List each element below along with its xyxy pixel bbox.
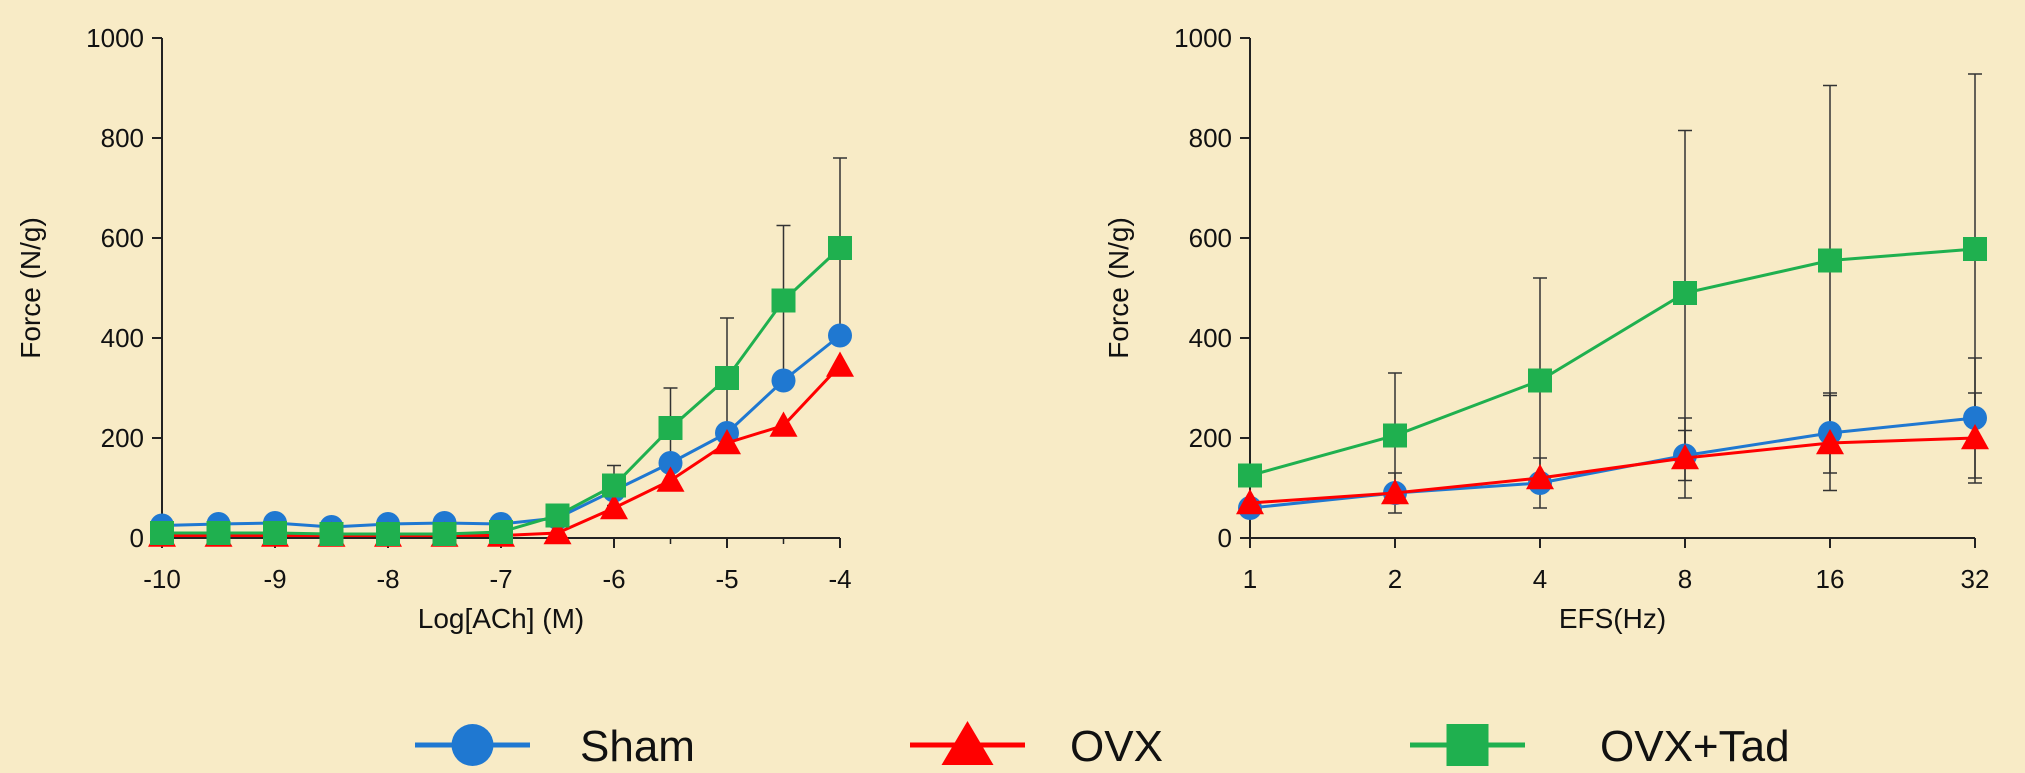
panel-efs-response: 0 200 400 600 800 1000 1 2 4 8 16 32 EFS(Hz) Force (N… [1103, 23, 1989, 634]
legend-marker-sham [451, 724, 494, 766]
x-tick-label: -7 [489, 564, 512, 594]
series-line-ovx-tad [162, 246, 842, 536]
data-point-ovx-tad [1673, 281, 1697, 305]
x-tick-label: -6 [602, 564, 625, 594]
data-point-ovx [1961, 424, 1989, 450]
y-tick-label: 1000 [86, 23, 144, 53]
y-tick-label: 0 [1218, 523, 1232, 553]
y-tick-label: 600 [101, 223, 144, 253]
y-tick-label: 1000 [1174, 23, 1232, 53]
y-tick-label: 800 [101, 123, 144, 153]
data-point-ovx [600, 494, 628, 520]
data-point-ovx-tad [1383, 423, 1407, 448]
x-tick-label: -8 [376, 564, 399, 594]
data-point-ovx-tad [1238, 463, 1262, 488]
data-point-ovx [1671, 444, 1699, 470]
data-point-sham [1963, 406, 1987, 430]
legend-label-ovx-tad: OVX+Tad [1600, 722, 1790, 768]
series-line-ovx [1249, 436, 1976, 505]
x-tick-label: -4 [828, 564, 851, 594]
data-point-ovx [769, 411, 798, 437]
data-point-ovx-tad [150, 521, 174, 545]
data-point-ovx-tad [376, 522, 400, 546]
data-point-ovx-tad [432, 522, 457, 546]
data-point-ovx [543, 519, 572, 545]
data-point-ovx [826, 351, 854, 377]
x-tick-label: -5 [715, 564, 738, 594]
y-tick-label: 800 [1189, 123, 1232, 153]
panel-ach-response: 0 200 400 600 800 1000 -10 -9 -8 -7 -6 -5 -4 Log[ACh]… [15, 23, 854, 634]
data-point-ovx-tad [658, 416, 683, 440]
x-tick-label: -10 [143, 564, 181, 594]
y-axis-title: Force (N/g) [1103, 217, 1134, 359]
y-tick-label: 200 [101, 423, 144, 453]
data-point-ovx-tad [828, 236, 852, 260]
legend-label-sham: Sham [580, 722, 695, 768]
y-tick-label: 400 [101, 323, 144, 353]
data-point-ovx [1526, 464, 1554, 490]
y-tick-label: 600 [1189, 223, 1232, 253]
legend-marker-ovx-tad [1446, 724, 1489, 766]
x-axis-title: EFS(Hz) [1559, 603, 1666, 634]
data-point-ovx-tad [771, 288, 796, 313]
data-point-sham [658, 451, 683, 475]
data-point-ovx-tad [319, 522, 344, 546]
x-tick-label: 16 [1816, 564, 1845, 594]
series-line-ovx-tad [1249, 247, 1976, 477]
y-axis-title: Force (N/g) [15, 217, 46, 359]
data-point-sham [828, 323, 852, 348]
x-tick-label: -9 [263, 564, 286, 594]
x-tick-label: 1 [1243, 564, 1257, 594]
data-point-ovx-tad [602, 473, 626, 498]
data-point-ovx-tad [489, 520, 513, 544]
data-point-ovx-tad [206, 521, 231, 545]
x-tick-label: 8 [1678, 564, 1692, 594]
y-tick-label: 400 [1189, 323, 1232, 353]
y-tick-label: 0 [130, 523, 144, 553]
x-axis-title: Log[ACh] (M) [418, 603, 585, 634]
data-point-ovx [1816, 429, 1844, 455]
data-point-ovx-tad [263, 521, 287, 545]
data-point-ovx [1381, 479, 1409, 505]
legend-marker-ovx [941, 721, 994, 765]
data-point-ovx-tad [1963, 237, 1987, 261]
legend: Sham OVX OVX+Tad [415, 721, 1790, 771]
data-point-sham [771, 368, 796, 393]
data-point-ovx [1236, 489, 1264, 515]
x-tick-label: 4 [1533, 564, 1547, 594]
x-tick-label: 2 [1388, 564, 1402, 594]
legend-label-ovx: OVX [1070, 722, 1163, 768]
x-tick-label: 32 [1961, 564, 1990, 594]
data-point-ovx [656, 466, 685, 492]
data-point-ovx [713, 429, 741, 455]
data-point-ovx-tad [545, 503, 570, 528]
data-point-ovx-tad [715, 366, 739, 390]
y-tick-label: 200 [1189, 423, 1232, 453]
data-point-ovx-tad [1528, 368, 1552, 393]
data-point-ovx-tad [1818, 248, 1842, 273]
